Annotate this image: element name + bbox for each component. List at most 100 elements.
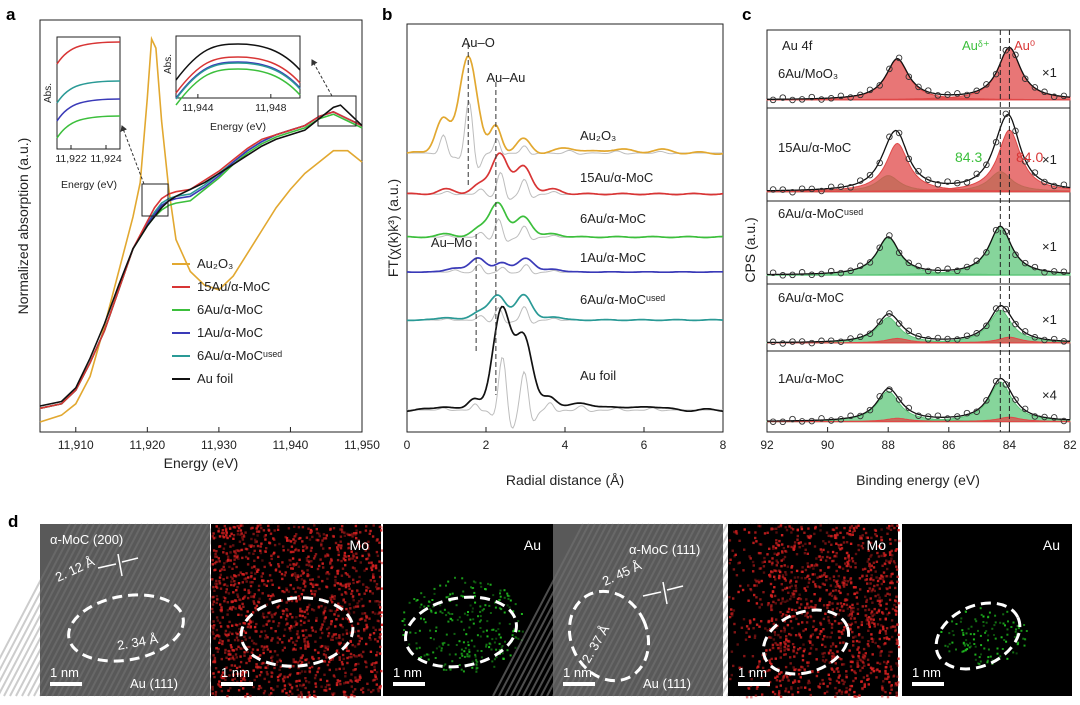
eds-pixel [211,685,214,689]
eds-pixel [766,531,769,534]
eds-pixel [472,622,475,625]
panel-d: d α-MoC (200)2. 12 Å2. 34 ÅAu (111)1 nmM… [0,512,1072,699]
eds-pixel [804,606,807,609]
eds-pixel [219,685,222,688]
eds-pixel [268,574,272,577]
eds-pixel [479,582,482,585]
eds-pixel [290,626,293,629]
eds-pixel [241,524,244,527]
eds-pixel [359,531,362,534]
eds-pixel [215,585,218,588]
eds-pixel [773,569,776,572]
eds-pixel [341,638,345,641]
eds-pixel [217,670,220,674]
eds-pixel [214,690,218,694]
eds-pixel [749,557,752,560]
eds-pixel [797,680,800,683]
eds-pixel [969,633,972,636]
eds-pixel [823,660,826,663]
eds-pixel [259,666,262,669]
eds-pixel [341,567,345,570]
eds-pixel [844,562,847,565]
eds-pixel [281,590,284,593]
eds-pixel [237,639,240,642]
eds-pixel [369,650,373,653]
eds-pixel [282,609,286,613]
eds-pixel [777,633,780,637]
eds-pixel [331,658,334,661]
eds-pixel [784,665,788,669]
eds-pixel [228,607,232,610]
eds-pixel [979,634,982,637]
eds-pixel [374,674,377,677]
eds-pixel [294,648,297,651]
xps-data-point [808,339,816,347]
eds-pixel [880,539,883,542]
eds-pixel [325,689,328,692]
eds-pixel [894,549,897,552]
eds-pixel [360,655,364,658]
eds-pixel [321,644,324,648]
eds-pixel [837,630,840,633]
eds-pixel [423,605,426,608]
eds-pixel [944,644,947,647]
xps-data-point [1012,251,1019,258]
eds-pixel [996,652,999,655]
eds-pixel [214,536,217,539]
eds-pixel [870,590,873,593]
eds-pixel [260,526,263,530]
eds-pixel [862,647,866,651]
eds-pixel [821,643,824,647]
eds-pixel [737,562,740,565]
eds-pixel [752,627,755,630]
eds-pixel [304,544,307,547]
eds-pixel [832,589,835,593]
eds-pixel [801,621,804,624]
eds-pixel [344,572,347,575]
eds-pixel [419,606,422,609]
eds-pixel [500,646,503,649]
eds-pixel [893,562,897,565]
eds-pixel [224,629,228,633]
eds-pixel [336,558,340,562]
eds-pixel [326,553,329,556]
eds-pixel [875,669,878,672]
eds-pixel [259,654,262,657]
eds-pixel [793,545,796,548]
eds-pixel [420,603,423,606]
eds-pixel [302,549,305,552]
eds-pixel [458,664,461,666]
eds-pixel [249,626,252,629]
lattice-fringe [576,523,668,697]
xps-data-point [886,386,893,393]
eds-pixel [806,661,809,664]
eds-pixel [268,598,272,601]
eds-pixel [215,628,219,632]
eds-pixel [377,690,380,693]
lattice-fringe [546,523,638,697]
eds-pixel [241,536,244,539]
scale-bar [738,682,770,686]
eds-pixel [880,685,884,688]
eds-pixel [845,670,848,673]
eds-pixel [260,662,264,665]
eds-pixel [215,582,219,585]
eds-pixel [818,599,821,602]
eds-pixel [315,616,318,620]
lattice-fringe [606,523,698,697]
eds-pixel [760,620,763,623]
eds-pixel [845,564,848,568]
eds-pixel [232,674,235,677]
eds-pixel [211,603,215,606]
eds-pixel [233,638,237,642]
eds-pixel [356,605,360,608]
eds-pixel [867,629,870,632]
eds-pixel [742,569,745,572]
eds-pixel [862,527,866,531]
eds-pixel [377,620,381,623]
eds-pixel [863,655,867,658]
eds-pixel [490,648,493,651]
eds-pixel [268,619,271,623]
eds-pixel [879,546,882,549]
eds-pixel [272,594,275,598]
